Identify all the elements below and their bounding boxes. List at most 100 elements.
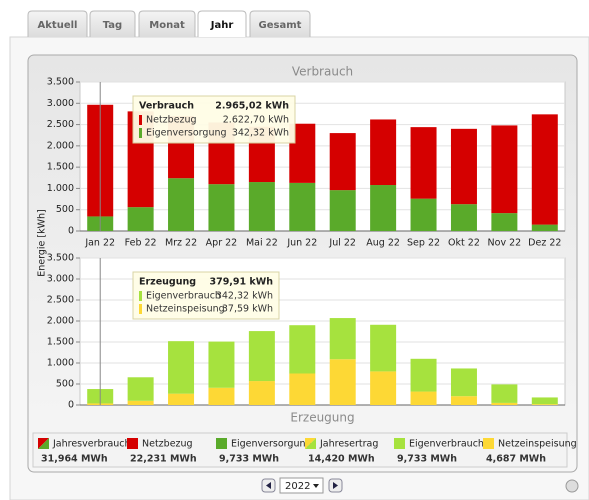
y-axis-label: Energie [kWh]	[37, 209, 48, 276]
bar	[248, 182, 275, 231]
bar	[410, 198, 437, 231]
y-tick-label: 0	[68, 226, 74, 237]
bar	[329, 133, 356, 191]
summary-icon	[394, 438, 405, 449]
bar	[289, 182, 316, 231]
bar	[491, 125, 518, 214]
x-tick-label: Mai 22	[246, 238, 278, 249]
y-tick-label: 3.000	[47, 98, 74, 109]
x-tick-label: Nov 22	[488, 238, 522, 249]
x-tick-label: Aug 22	[366, 238, 400, 249]
y-tick-label: 500	[56, 204, 74, 215]
bar	[450, 128, 477, 205]
bar	[370, 324, 397, 372]
summary-value: 9,733 MWh	[219, 454, 279, 465]
x-tick-label: Jun 22	[286, 238, 317, 249]
summary-name: Netzeinspeisung	[498, 439, 577, 450]
tooltip-row-name: Eigenverbrauch	[146, 291, 221, 302]
y-tick-label: 1.500	[47, 337, 74, 348]
bar	[370, 119, 397, 186]
tooltip-row-value: 2.622,70 kWh	[223, 115, 289, 126]
tooltip-title: Verbrauch	[139, 101, 194, 112]
summary-value: 14,420 MWh	[308, 454, 375, 465]
summary-value: 9,733 MWh	[397, 454, 457, 465]
summary-name: Eigenverbrauch	[409, 439, 484, 450]
bar	[531, 114, 558, 225]
summary-value: 4,687 MWh	[486, 454, 546, 465]
tooltip-row-value: 342,32 kWh	[232, 128, 289, 139]
summary-name: Jahresverbrauch	[52, 439, 131, 450]
tooltip-row-name: Eigenversorgung	[146, 128, 227, 139]
tooltip-swatch	[139, 115, 142, 125]
y-tick-label: 2.000	[47, 140, 74, 151]
x-tick-label: Sep 22	[407, 238, 440, 249]
tab[interactable]	[27, 10, 88, 37]
settings-icon[interactable]	[565, 479, 579, 493]
tooltip-swatch	[139, 128, 142, 138]
y-tick-label: 0	[68, 400, 74, 411]
bar	[410, 127, 437, 199]
bar	[370, 185, 397, 231]
tab-label: Tag	[103, 20, 122, 31]
bar	[450, 204, 477, 231]
x-tick-label: Jan 22	[84, 238, 115, 249]
tooltip-swatch	[139, 304, 142, 314]
tooltip-row-name: Netzeinspeisung	[146, 304, 225, 315]
tooltip-swatch	[139, 291, 142, 301]
bar	[329, 190, 356, 231]
chart-title: Erzeugung	[290, 411, 354, 425]
summary-value: 31,964 MWh	[41, 454, 108, 465]
tooltip	[132, 271, 280, 320]
x-tick-label: Okt 22	[448, 238, 480, 249]
tab[interactable]	[249, 10, 311, 37]
chart-title: Verbrauch	[292, 65, 353, 79]
tab[interactable]	[89, 10, 136, 37]
tooltip-total: 379,91 kWh	[209, 277, 273, 288]
bar	[410, 391, 437, 405]
bar	[208, 184, 235, 231]
summary-icon	[127, 438, 138, 449]
bar	[168, 341, 195, 394]
x-tick-label: Dez 22	[528, 238, 561, 249]
x-tick-label: Feb 22	[125, 238, 157, 249]
bar	[208, 341, 235, 388]
tab[interactable]	[197, 10, 247, 37]
bar	[208, 387, 235, 405]
bar	[329, 318, 356, 360]
x-tick-label: Jul 22	[328, 238, 356, 249]
bar	[491, 384, 518, 403]
bar	[450, 396, 477, 405]
y-tick-label: 2.500	[47, 119, 74, 130]
summary-icon	[305, 438, 316, 449]
summary-icon	[483, 438, 494, 449]
summary-box	[32, 432, 568, 468]
bar	[531, 404, 558, 405]
y-tick-label: 3.500	[47, 253, 74, 264]
prev-arrow	[266, 482, 271, 489]
y-tick-label: 1.500	[47, 162, 74, 173]
bar	[329, 359, 356, 405]
y-tick-label: 1.000	[47, 358, 74, 369]
summary-name: Netzbezug	[142, 439, 193, 450]
tab-label: Monat	[149, 20, 185, 31]
y-tick-label: 1.000	[47, 183, 74, 194]
dropdown-arrow	[313, 484, 319, 488]
year-dropdown[interactable]	[279, 477, 324, 494]
tab-label: Gesamt	[259, 20, 302, 31]
y-tick-label: 2.500	[47, 295, 74, 306]
summary-value: 22,231 MWh	[130, 454, 197, 465]
bar	[248, 331, 275, 382]
bar	[289, 325, 316, 374]
year-selector: 2022	[261, 477, 343, 494]
bar	[370, 371, 397, 405]
bar	[410, 358, 437, 392]
tooltip-title: Erzeugung	[139, 277, 196, 288]
summary-name: Jahresertrag	[319, 439, 378, 450]
bar	[168, 178, 195, 231]
x-tick-label: Apr 22	[206, 238, 238, 249]
bar	[127, 207, 154, 231]
tab[interactable]	[138, 10, 196, 37]
tooltip-total: 2.965,02 kWh	[215, 101, 289, 112]
bar	[248, 381, 275, 405]
